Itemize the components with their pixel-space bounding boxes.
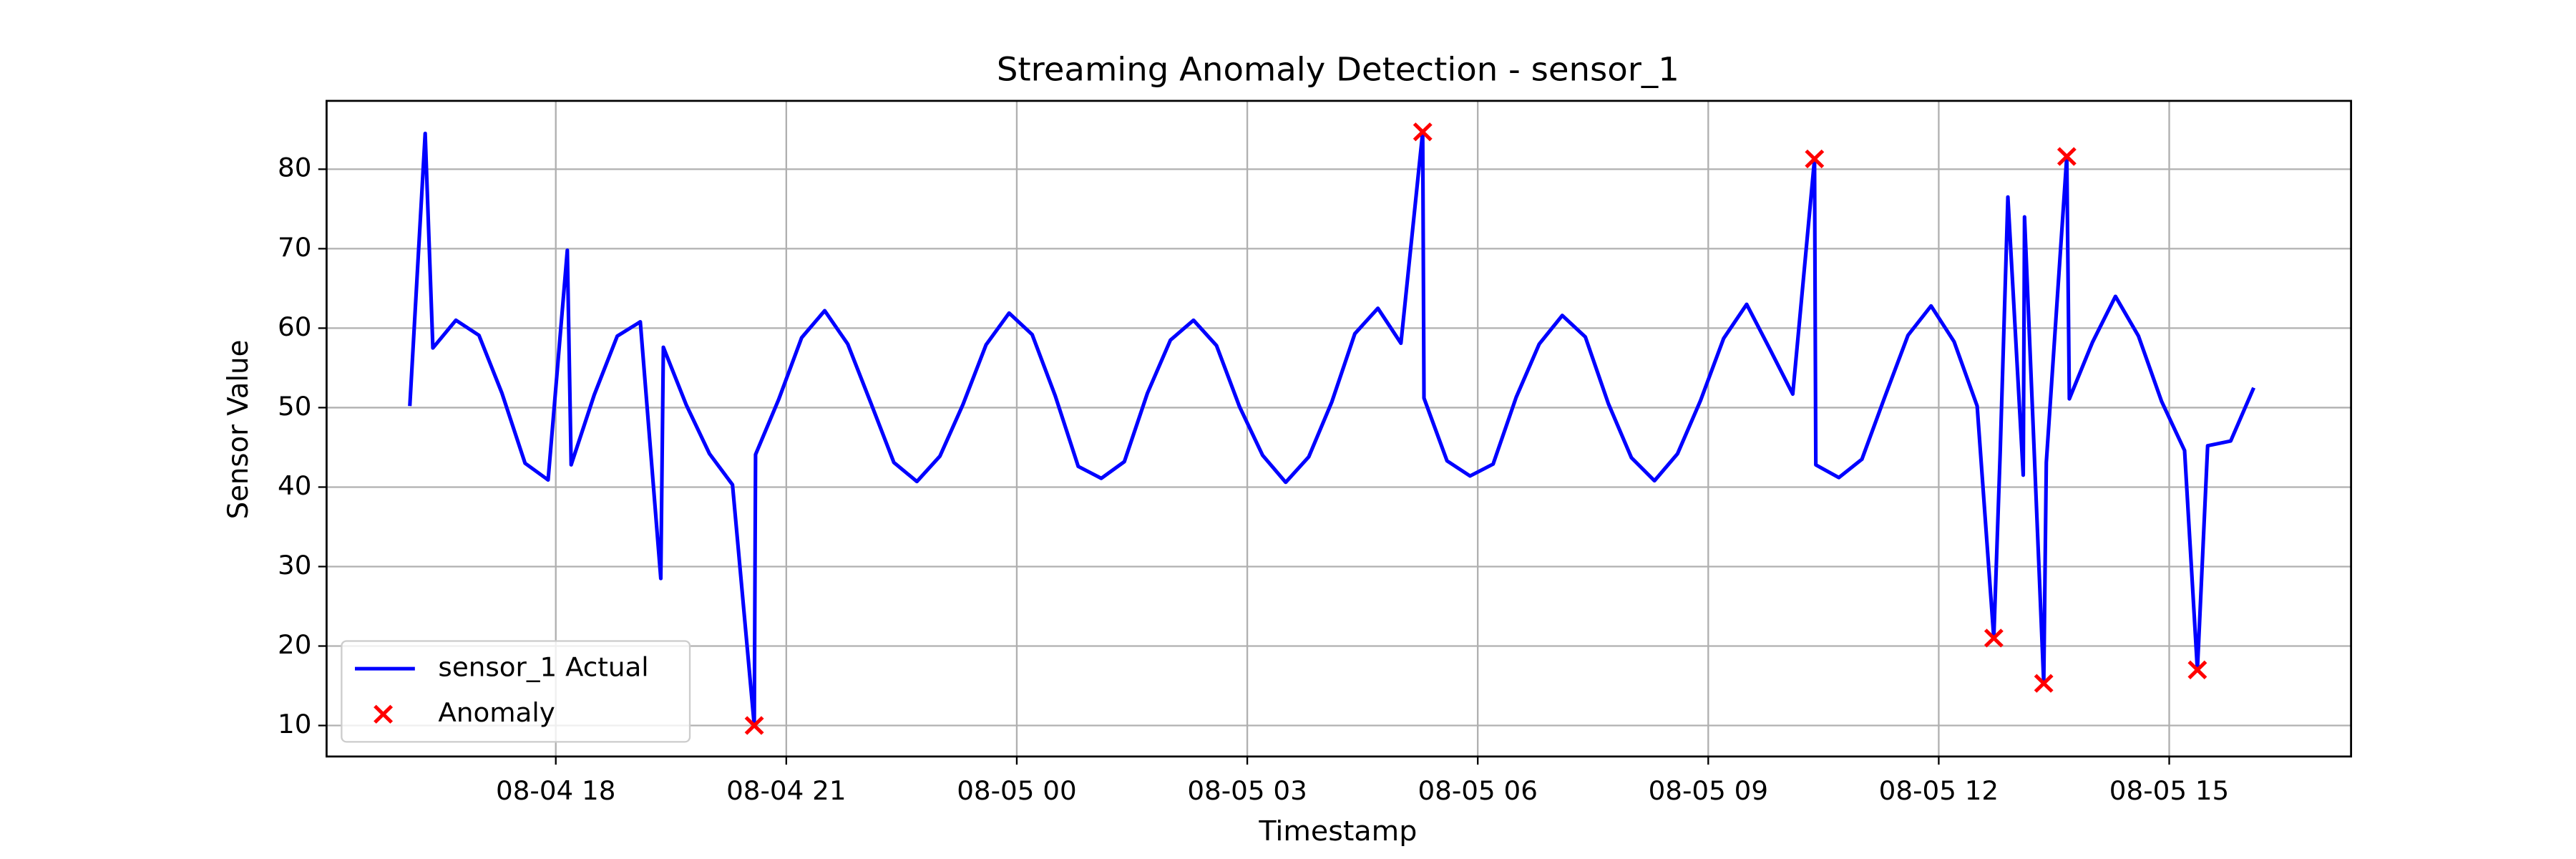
legend-box bbox=[341, 640, 691, 743]
x-tick-label: 08-05 09 bbox=[1649, 776, 1768, 806]
x-tick-label: 08-05 03 bbox=[1187, 776, 1307, 806]
y-tick-label: 50 bbox=[278, 391, 311, 421]
legend: sensor_1 Actual Anomaly bbox=[341, 640, 691, 743]
anomaly-marker bbox=[1984, 629, 2004, 648]
anomaly-marker bbox=[1413, 122, 1433, 142]
chart-title: Streaming Anomaly Detection - sensor_1 bbox=[997, 50, 1679, 88]
x-tick-label: 08-05 15 bbox=[2109, 776, 2229, 806]
y-tick-label: 10 bbox=[278, 709, 311, 739]
y-tick-label: 60 bbox=[278, 311, 311, 341]
legend-label: Anomaly bbox=[438, 698, 555, 728]
y-axis-label: Sensor Value bbox=[223, 340, 255, 520]
anomaly-marker bbox=[2034, 674, 2054, 693]
y-tick-label: 30 bbox=[278, 550, 311, 580]
data-line bbox=[408, 130, 2255, 728]
anomaly-marker bbox=[744, 716, 764, 735]
plot-frame bbox=[326, 100, 2353, 758]
y-tick-label: 80 bbox=[278, 152, 311, 183]
anomaly-marker bbox=[2057, 147, 2077, 166]
y-tick-label: 70 bbox=[278, 232, 311, 262]
legend-label: sensor_1 Actual bbox=[438, 652, 648, 682]
x-axis-label: Timestamp bbox=[1258, 815, 1417, 847]
anomaly-marker bbox=[2187, 660, 2207, 679]
legend-marker bbox=[374, 704, 394, 724]
x-tick-label: 08-04 21 bbox=[726, 776, 846, 806]
y-tick-label: 20 bbox=[278, 629, 311, 659]
x-tick-label: 08-04 18 bbox=[496, 776, 615, 806]
x-tick-label: 08-05 00 bbox=[957, 776, 1076, 806]
y-tick-label: 40 bbox=[278, 470, 311, 500]
grid bbox=[326, 100, 2351, 757]
anomaly-marker bbox=[1805, 149, 1825, 169]
x-tick-label: 08-05 12 bbox=[1879, 776, 1999, 806]
x-tick-label: 08-05 06 bbox=[1418, 776, 1537, 806]
